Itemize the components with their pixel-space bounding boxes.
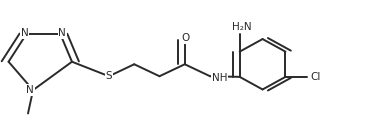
- Text: Cl: Cl: [311, 72, 321, 82]
- Text: S: S: [105, 71, 112, 81]
- Text: NH: NH: [212, 73, 227, 83]
- Text: N: N: [58, 28, 66, 38]
- Text: N: N: [21, 28, 28, 38]
- Text: O: O: [181, 33, 190, 43]
- Text: N: N: [26, 85, 34, 95]
- Text: H₂N: H₂N: [232, 22, 251, 32]
